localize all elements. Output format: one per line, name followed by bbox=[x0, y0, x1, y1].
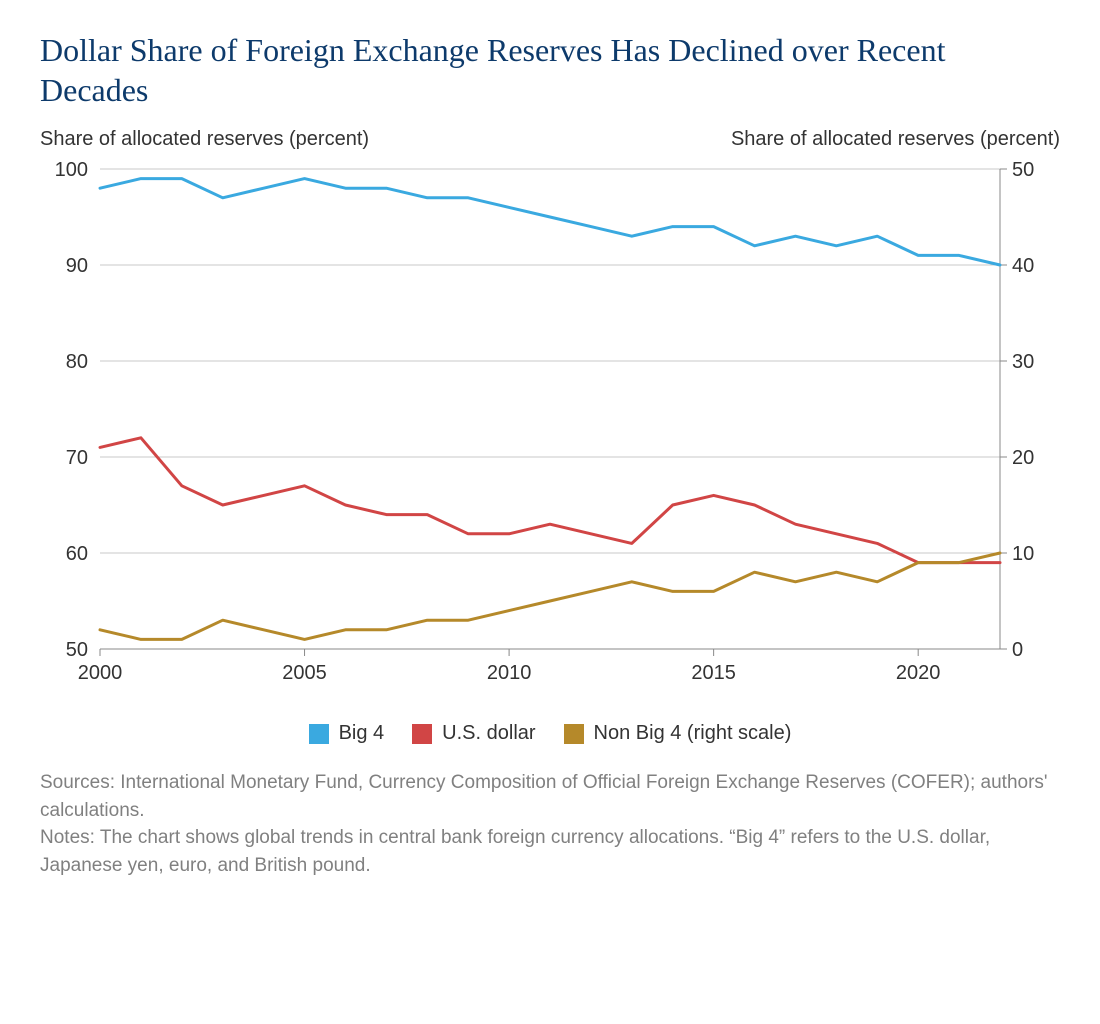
legend-label: U.S. dollar bbox=[442, 722, 535, 745]
axis-title-row: Share of allocated reserves (percent) Sh… bbox=[40, 128, 1060, 151]
svg-text:20: 20 bbox=[1012, 447, 1034, 469]
legend: Big 4 U.S. dollar Non Big 4 (right scale… bbox=[40, 722, 1060, 745]
right-axis-title: Share of allocated reserves (percent) bbox=[731, 128, 1060, 151]
svg-text:2000: 2000 bbox=[78, 662, 123, 684]
legend-swatch bbox=[309, 724, 329, 744]
legend-label: Big 4 bbox=[339, 722, 385, 745]
svg-text:100: 100 bbox=[55, 159, 88, 181]
notes-text: Notes: The chart shows global trends in … bbox=[40, 824, 1060, 879]
legend-swatch bbox=[564, 724, 584, 744]
svg-text:70: 70 bbox=[66, 447, 88, 469]
svg-text:2010: 2010 bbox=[487, 662, 532, 684]
svg-text:0: 0 bbox=[1012, 639, 1023, 661]
svg-text:80: 80 bbox=[66, 351, 88, 373]
svg-text:10: 10 bbox=[1012, 543, 1034, 565]
svg-text:50: 50 bbox=[66, 639, 88, 661]
left-axis-title: Share of allocated reserves (percent) bbox=[40, 128, 369, 151]
legend-item-nonbig4: Non Big 4 (right scale) bbox=[564, 722, 792, 745]
chart-title: Dollar Share of Foreign Exchange Reserve… bbox=[40, 30, 1060, 110]
svg-text:40: 40 bbox=[1012, 255, 1034, 277]
sources-text: Sources: International Monetary Fund, Cu… bbox=[40, 769, 1060, 824]
legend-swatch bbox=[412, 724, 432, 744]
svg-text:90: 90 bbox=[66, 255, 88, 277]
legend-item-big4: Big 4 bbox=[309, 722, 385, 745]
legend-item-usd: U.S. dollar bbox=[412, 722, 535, 745]
line-chart: 5060708090100010203040502000200520102015… bbox=[40, 159, 1060, 699]
svg-text:2015: 2015 bbox=[691, 662, 736, 684]
svg-text:60: 60 bbox=[66, 543, 88, 565]
chart-container: 5060708090100010203040502000200520102015… bbox=[40, 159, 1060, 704]
svg-text:50: 50 bbox=[1012, 159, 1034, 181]
legend-label: Non Big 4 (right scale) bbox=[594, 722, 792, 745]
svg-text:2005: 2005 bbox=[282, 662, 327, 684]
svg-text:30: 30 bbox=[1012, 351, 1034, 373]
svg-text:2020: 2020 bbox=[896, 662, 941, 684]
